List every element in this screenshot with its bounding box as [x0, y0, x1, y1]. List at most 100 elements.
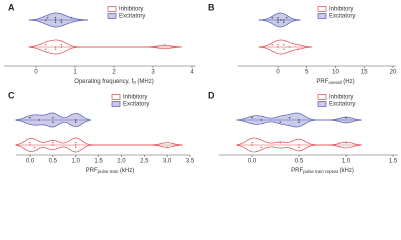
data-point: [279, 142, 281, 144]
data-point: [75, 146, 77, 148]
data-point: [260, 119, 263, 121]
x-tick-label: 2.0: [117, 159, 126, 165]
data-point: [251, 142, 253, 144]
data-point: [288, 46, 291, 48]
x-tick-label: 1.5: [389, 159, 398, 165]
x-tick-label: 2.5: [140, 159, 149, 165]
x-axis-label: Operating frequency, f0 (MHz): [74, 79, 153, 86]
x-tick-label: 1.0: [72, 159, 81, 165]
x-tick-label: 10: [332, 70, 339, 76]
x-axis-label: PRFpulse train repeat (kHz): [291, 168, 354, 175]
data-point: [47, 17, 49, 19]
data-point: [279, 121, 281, 123]
data-point: [52, 121, 54, 123]
x-axis-label-part: 0: [133, 80, 136, 85]
data-point: [54, 46, 57, 48]
panel-label: C: [8, 90, 15, 100]
data-point: [283, 19, 285, 21]
data-point: [52, 142, 54, 144]
x-tick-label: 0: [34, 70, 38, 76]
data-point: [280, 19, 282, 21]
data-point: [75, 119, 77, 121]
data-point: [298, 144, 300, 146]
data-point: [29, 142, 31, 144]
data-point: [164, 44, 166, 46]
data-point: [54, 21, 57, 23]
data-point: [277, 21, 279, 23]
data-point: [75, 121, 77, 123]
x-axis-label-part: overall: [328, 80, 341, 85]
data-point: [298, 121, 300, 123]
legend-swatch: [111, 101, 121, 107]
data-point: [54, 19, 57, 21]
data-point: [345, 117, 347, 119]
data-point: [251, 144, 253, 146]
legend-swatch: [317, 101, 327, 107]
x-tick-label: 5: [305, 70, 309, 76]
x-axis-label-part: PRF: [86, 168, 98, 174]
data-point: [70, 17, 72, 19]
data-point: [75, 144, 77, 146]
data-point: [283, 44, 285, 46]
x-axis-label-part: pulse train: [98, 169, 119, 174]
x-axis-label-part: pulse train repeat: [303, 169, 339, 174]
data-point: [288, 117, 291, 119]
x-tick-label: 4: [190, 70, 194, 76]
legend-label: Excitatory: [119, 14, 145, 20]
data-point: [283, 21, 285, 23]
x-axis-label-part: Operating frequency, f: [74, 79, 133, 85]
legend-label: Excitatory: [123, 102, 149, 108]
x-tick-label: 20: [390, 70, 397, 76]
legend-label: Inhibitory: [119, 7, 143, 13]
data-point: [277, 17, 279, 19]
data-point: [297, 48, 299, 50]
legend-swatch: [317, 6, 327, 12]
x-tick-label: 0: [276, 70, 280, 76]
data-point: [251, 117, 253, 119]
x-axis-label-part: (kHz): [338, 168, 354, 174]
x-tick-label: 3.0: [163, 159, 172, 165]
data-point: [29, 117, 31, 119]
data-point: [75, 142, 77, 144]
legend-label: Excitatory: [329, 14, 355, 20]
data-point: [283, 48, 285, 50]
x-axis-label-part: (Hz): [342, 79, 355, 85]
x-tick-label: 0.0: [248, 159, 257, 165]
legend-swatch: [107, 13, 117, 19]
panel: C 0.0 0.5 1.0 1.5 2.0 2.5 3.0 3.5 PRFpulse train …: [8, 90, 195, 174]
x-tick-label: 3.5: [186, 159, 195, 165]
x-tick-label: 3: [151, 70, 155, 76]
x-tick-label: 0.5: [49, 159, 58, 165]
x-tick-label: 1: [73, 70, 77, 76]
data-point: [38, 119, 40, 121]
legend-swatch: [111, 94, 121, 100]
data-point: [54, 48, 57, 50]
data-point: [166, 146, 168, 148]
data-point: [277, 19, 279, 21]
data-point: [52, 144, 54, 146]
x-tick-label: 0.0: [26, 159, 35, 165]
data-point: [60, 46, 63, 48]
x-axis-label-part: PRF: [291, 168, 303, 174]
data-point: [29, 144, 31, 146]
panel-label: D: [208, 90, 215, 100]
x-axis-label-part: PRF: [316, 79, 328, 85]
legend-swatch: [317, 13, 327, 19]
legend-label: Inhibitory: [329, 95, 353, 101]
x-axis-label-part: (kHz): [118, 168, 134, 174]
data-point: [45, 48, 47, 50]
data-point: [60, 21, 63, 23]
data-point: [298, 119, 300, 121]
data-point: [345, 142, 347, 144]
data-point: [60, 19, 63, 21]
legend-label: Excitatory: [329, 102, 355, 108]
data-point: [45, 44, 47, 46]
x-axis-label: PRFoverall (Hz): [316, 79, 354, 86]
data-point: [271, 44, 273, 46]
legend-swatch: [107, 6, 117, 12]
panel: D 0.0 0.5 1.0 1.5 PRFpulse train repeat (kHz)…: [208, 90, 398, 174]
data-point: [298, 146, 300, 148]
legend-label: Inhibitory: [329, 7, 353, 13]
panel: B 0 5 10 15 20 PRFoverall (Hz) InhibitoryExcita…: [208, 2, 397, 85]
